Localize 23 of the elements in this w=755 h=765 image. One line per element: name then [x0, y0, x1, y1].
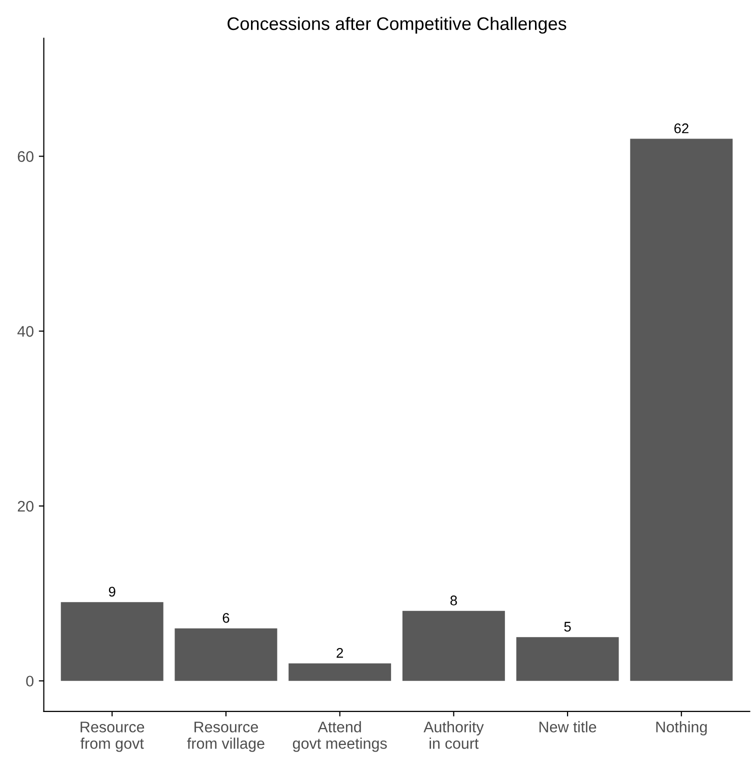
y-tick-label: 40 [17, 326, 34, 337]
data-label: 9 [108, 586, 116, 597]
bar [516, 637, 619, 681]
x-tick-label: New title [540, 721, 596, 732]
bar [402, 610, 505, 681]
data-label: 2 [336, 648, 343, 658]
y-tick-label: 0 [26, 676, 34, 687]
chart-title: Concessions after Competitive Challenges [228, 16, 566, 34]
x-tick-label: Attend govt meetings [292, 721, 387, 752]
x-tick-label: Resource from village [187, 722, 264, 752]
x-tick-label: Resource from govt [80, 722, 144, 752]
x-tick-label: Nothing [656, 721, 707, 736]
bar [60, 602, 164, 681]
bar [174, 628, 278, 681]
bar [288, 663, 392, 681]
bar [630, 138, 733, 681]
y-tick-label: 20 [18, 500, 34, 512]
data-label: 62 [674, 123, 688, 134]
x-tick-label: Authority in court [424, 721, 484, 749]
data-label: 8 [450, 596, 457, 606]
data-label: 6 [222, 613, 230, 623]
y-tick-label: 60 [18, 151, 34, 162]
data-label: 5 [564, 622, 571, 632]
